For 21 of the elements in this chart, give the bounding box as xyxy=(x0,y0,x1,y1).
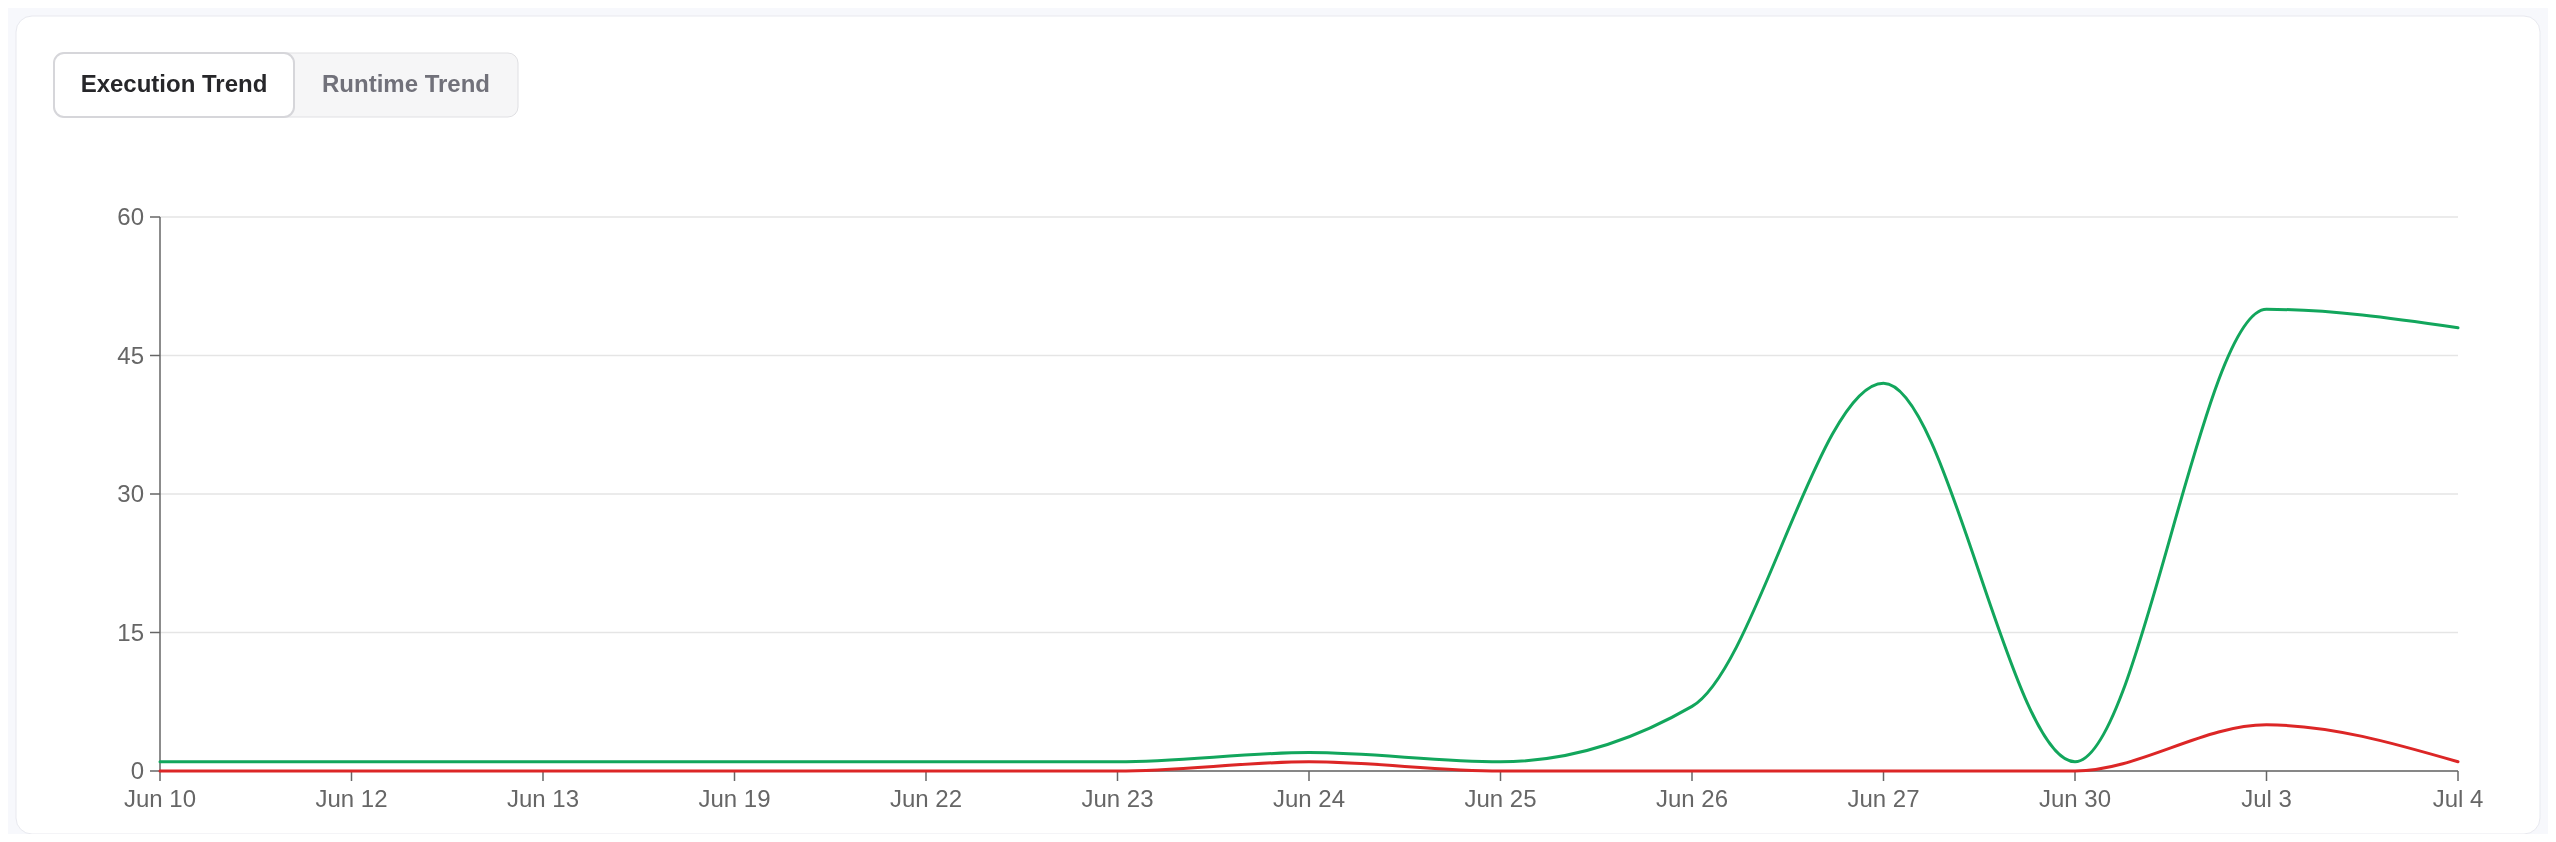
x-tick-label: Jun 23 xyxy=(1081,785,1154,812)
x-tick-label: Jun 10 xyxy=(123,785,197,812)
x-tick-label: Jul 4 xyxy=(2432,785,2484,812)
y-tick-label: 45 xyxy=(117,341,144,369)
line-series xyxy=(158,307,2460,764)
x-tick-label: Jun 24 xyxy=(1272,785,1346,812)
x-tick-label: Jul 3 xyxy=(2241,785,2292,812)
y-tick-label: 15 xyxy=(117,618,144,646)
x-tick-label: Jun 22 xyxy=(889,785,963,812)
y-tick-label: 60 xyxy=(117,203,144,231)
y-tick-label: 0 xyxy=(130,757,144,785)
x-tick-label: Jun 25 xyxy=(1464,785,1537,812)
x-tick-label: Jun 30 xyxy=(2038,785,2112,812)
x-tick-label: Jun 26 xyxy=(1655,785,1729,812)
text: Runtime Trend xyxy=(321,70,491,97)
x-tick-label: Jun 19 xyxy=(698,785,771,812)
text: Execution Trend xyxy=(80,70,268,97)
y-tick-label: 30 xyxy=(117,480,144,508)
x-tick-label: Jun 27 xyxy=(1847,785,1920,812)
x-tick-label: Jun 12 xyxy=(315,785,388,812)
x-tick-label: Jun 13 xyxy=(506,785,580,812)
